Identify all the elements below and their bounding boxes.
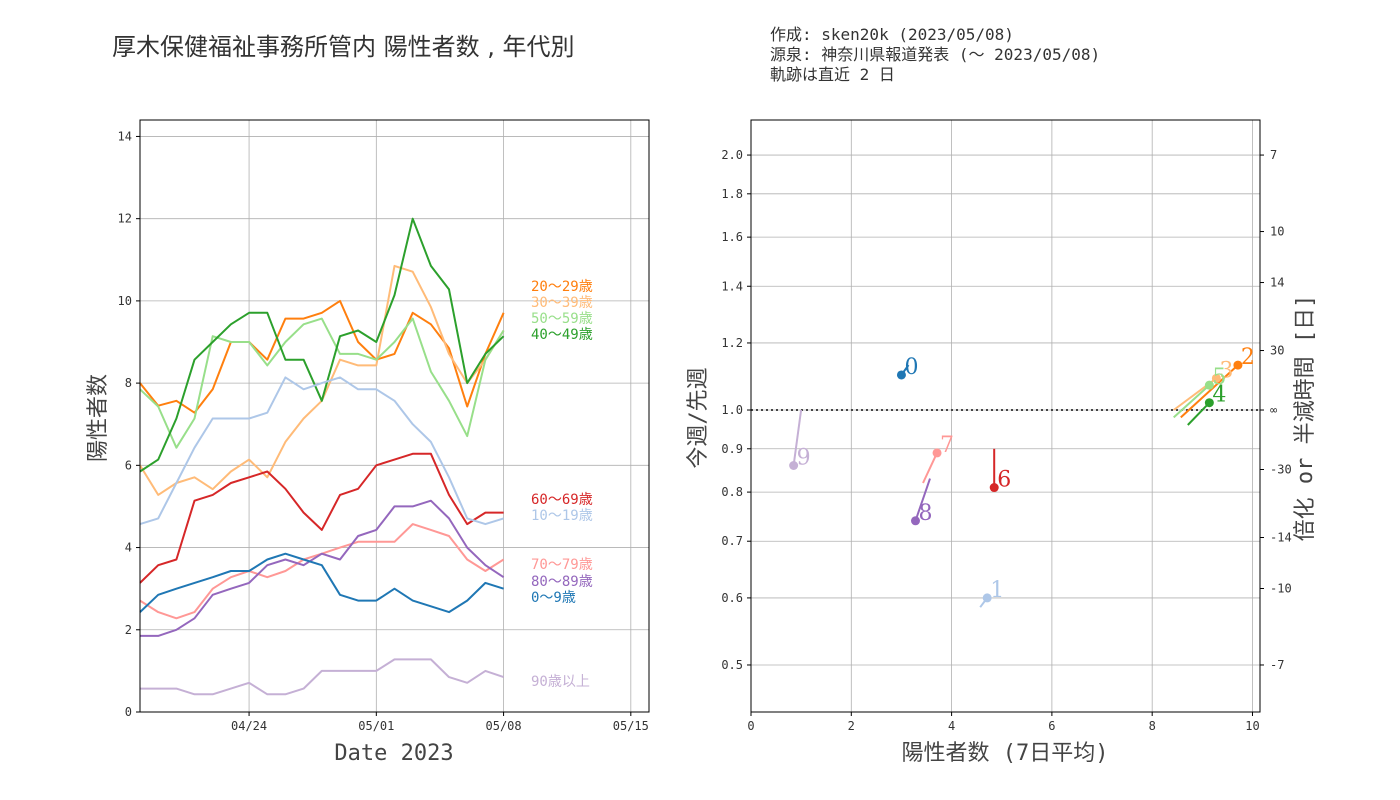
y-tick-label: 10 xyxy=(118,294,132,308)
point-marker xyxy=(910,516,920,526)
series-line xyxy=(139,217,505,473)
y-tick-label: 2.0 xyxy=(721,148,743,162)
series-line xyxy=(139,552,504,614)
x-tick-label: 05/15 xyxy=(613,719,649,733)
point-marker xyxy=(1233,360,1243,370)
x-tick-label: 04/24 xyxy=(231,719,267,733)
y-tick-label: 4 xyxy=(125,541,132,555)
series-label: 0〜9歳 xyxy=(531,590,576,606)
series-label: 80〜89歳 xyxy=(531,574,593,590)
point-label: 1 xyxy=(990,578,1004,603)
right-y-axis-label: 今週/先週 xyxy=(686,367,711,468)
point-marker xyxy=(1204,398,1214,408)
x-tick-label: 0 xyxy=(747,719,754,733)
right-x-axis-label: 陽性者数 (7日平均) xyxy=(902,741,1109,766)
y-tick-label: 1.2 xyxy=(721,336,743,350)
left-plot-frame xyxy=(139,119,650,713)
trail-line xyxy=(922,452,938,484)
series-label: 90歳以上 xyxy=(531,674,590,690)
series-line xyxy=(139,523,505,620)
series-label: 20〜29歳 xyxy=(531,279,593,295)
x-tick-label: 05/01 xyxy=(358,719,394,733)
point-label: 0 xyxy=(904,355,918,380)
y-tick-label: 6 xyxy=(125,458,132,472)
right-secondary-y-axis-label: 倍化 or 半減時間 [日] xyxy=(1293,295,1318,542)
point-label: 5 xyxy=(1212,365,1226,390)
point-marker xyxy=(989,483,999,493)
series-line xyxy=(140,658,504,696)
left-x-axis-label: Date 2023 xyxy=(334,741,453,766)
x-tick-label: 05/08 xyxy=(486,719,522,733)
series-label: 60〜69歳 xyxy=(531,492,593,508)
x-tick-label: 4 xyxy=(948,719,955,733)
series-line xyxy=(139,452,504,584)
secondary-y-tick-label: ∞ xyxy=(1270,403,1277,417)
series-label: 70〜79歳 xyxy=(531,557,593,573)
secondary-y-tick-label: -7 xyxy=(1270,658,1284,672)
y-tick-label: 0 xyxy=(125,705,132,719)
secondary-y-tick-label: 14 xyxy=(1270,276,1284,290)
right-plot-frame xyxy=(750,119,1261,713)
point-marker xyxy=(982,593,992,603)
y-tick-label: 0.9 xyxy=(721,442,743,456)
point-label: 2 xyxy=(1241,345,1255,370)
x-tick-label: 2 xyxy=(848,719,855,733)
trail-line xyxy=(1173,384,1211,419)
x-tick-label: 8 xyxy=(1149,719,1156,733)
series-label: 40〜49歳 xyxy=(531,327,593,343)
y-tick-label: 1.6 xyxy=(721,230,743,244)
trail-line xyxy=(1180,364,1239,419)
y-tick-label: 1.0 xyxy=(721,403,743,417)
secondary-y-tick-label: -30 xyxy=(1270,463,1292,477)
trail-line xyxy=(914,478,931,522)
y-tick-label: 0.8 xyxy=(721,485,743,499)
series-line xyxy=(140,499,505,637)
author-note: 作成: sken20k (2023/05/08) xyxy=(770,25,1014,44)
y-tick-label: 12 xyxy=(118,212,132,226)
secondary-y-tick-label: 10 xyxy=(1270,225,1284,239)
x-tick-label: 10 xyxy=(1245,719,1259,733)
y-tick-label: 0.5 xyxy=(721,658,743,672)
y-tick-label: 8 xyxy=(125,376,132,390)
secondary-y-tick-label: -14 xyxy=(1270,530,1292,544)
point-marker xyxy=(896,370,906,380)
y-tick-label: 1.4 xyxy=(721,279,743,293)
point-label: 8 xyxy=(918,501,932,526)
series-label: 30〜39歳 xyxy=(531,295,593,311)
chart-title: 厚木保健福祉事務所管内 陽性者数 , 年代別 xyxy=(112,33,575,61)
secondary-y-tick-label: 7 xyxy=(1270,148,1277,162)
x-tick-label: 6 xyxy=(1048,719,1055,733)
point-marker xyxy=(932,448,942,458)
ratio-scatter-chart: 0.50.60.70.80.91.01.21.41.61.82.00 2 4 6 8 10… xyxy=(721,119,1292,733)
series-line xyxy=(139,376,504,526)
y-tick-label: 14 xyxy=(118,129,132,143)
trail-line xyxy=(792,409,803,466)
timeseries-chart: 0 2 4 6 8 10 12 14 04/24 05/01 05/08 05/15 20〜29歳30〜… xyxy=(118,119,650,733)
left-y-axis-label: 陽性者数 xyxy=(86,374,111,462)
y-tick-label: 2 xyxy=(125,623,132,637)
point-label: 3 xyxy=(1219,358,1233,383)
point-label: 7 xyxy=(940,433,954,458)
y-tick-label: 0.6 xyxy=(721,591,743,605)
source-note: 源泉: 神奈川県報道発表 (〜 2023/05/08) xyxy=(770,45,1100,64)
point-label: 4 xyxy=(1212,383,1226,408)
series-label: 50〜59歳 xyxy=(531,311,593,327)
secondary-y-tick-label: -10 xyxy=(1270,581,1292,595)
point-marker xyxy=(1204,380,1214,390)
trail-note: 軌跡は直近 2 日 xyxy=(770,65,895,84)
point-label: 6 xyxy=(997,468,1011,493)
point-marker xyxy=(789,460,799,470)
series-line xyxy=(139,317,505,449)
secondary-y-tick-label: 30 xyxy=(1270,344,1284,358)
series-label: 10〜19歳 xyxy=(531,508,593,524)
series-line xyxy=(139,264,505,496)
trail-line xyxy=(1187,402,1211,426)
point-label: 9 xyxy=(797,445,811,470)
y-tick-label: 0.7 xyxy=(721,534,743,548)
y-tick-label: 1.8 xyxy=(721,187,743,201)
point-marker xyxy=(1211,373,1221,383)
